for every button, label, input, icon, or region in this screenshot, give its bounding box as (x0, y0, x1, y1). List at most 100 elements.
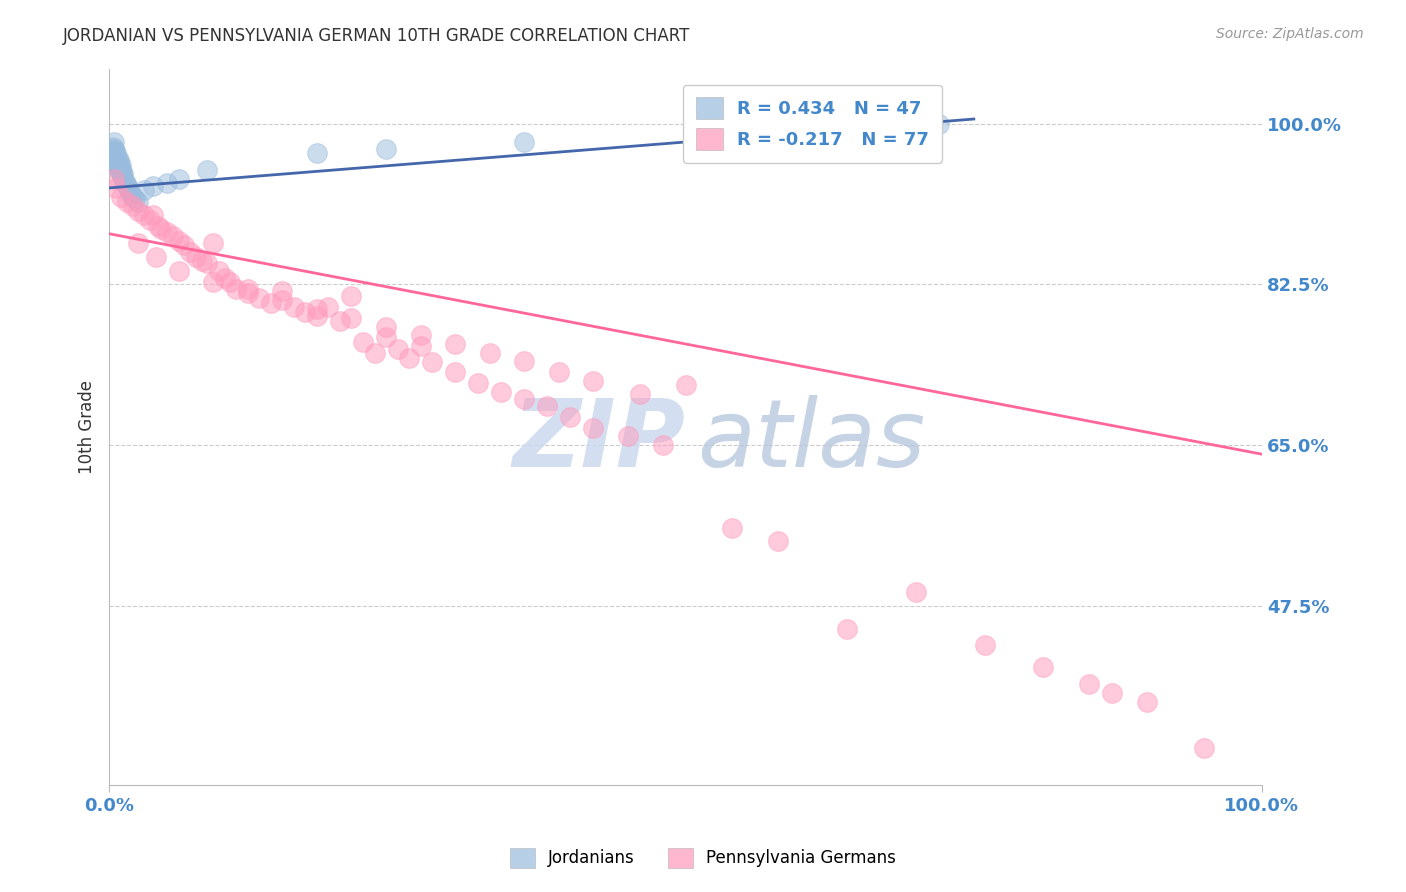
Point (105, 146, 128, 161)
Point (197, 256, 219, 270)
Point (111, 169, 134, 183)
Point (387, 342, 409, 356)
Point (974, 638, 997, 652)
Point (146, 219, 169, 234)
Point (105, 181, 128, 195)
Point (271, 293, 294, 307)
Point (513, 392, 536, 406)
Text: Source: ZipAtlas.com: Source: ZipAtlas.com (1216, 27, 1364, 41)
Point (120, 188, 142, 202)
Point (513, 353, 536, 368)
Point (111, 165, 134, 179)
Point (260, 295, 283, 310)
Point (167, 171, 190, 186)
Point (835, 622, 858, 636)
Point (124, 192, 146, 206)
Point (118, 183, 141, 197)
Point (142, 179, 165, 194)
Point (1078, 677, 1101, 691)
Point (928, 117, 950, 131)
Point (167, 263, 190, 277)
Point (1032, 660, 1054, 674)
Point (105, 151, 128, 165)
Point (112, 171, 135, 186)
Point (117, 181, 139, 195)
Point (127, 203, 149, 218)
Point (105, 155, 128, 169)
Text: JORDANIAN VS PENNSYLVANIA GERMAN 10TH GRADE CORRELATION CHART: JORDANIAN VS PENNSYLVANIA GERMAN 10TH GR… (63, 27, 690, 45)
Point (139, 213, 162, 227)
Point (536, 400, 558, 414)
Point (766, 534, 789, 549)
Point (104, 153, 127, 168)
Point (202, 275, 225, 289)
Point (467, 376, 489, 390)
Point (513, 135, 536, 149)
Point (340, 289, 363, 303)
Point (1136, 695, 1159, 709)
Point (582, 421, 605, 435)
Point (375, 142, 398, 156)
Point (905, 585, 928, 599)
Point (236, 286, 259, 301)
Point (184, 250, 207, 264)
Point (103, 135, 125, 149)
Legend: R = 0.434   N = 47, R = -0.217   N = 77: R = 0.434 N = 47, R = -0.217 N = 77 (683, 85, 942, 163)
Point (628, 387, 651, 401)
Point (548, 365, 571, 379)
Point (675, 378, 697, 392)
Point (560, 410, 582, 425)
Point (103, 146, 125, 161)
Point (219, 275, 242, 289)
Point (132, 209, 155, 223)
Point (150, 222, 173, 236)
Point (145, 250, 167, 264)
Point (110, 162, 132, 177)
Text: atlas: atlas (697, 395, 925, 486)
Point (225, 282, 247, 296)
Point (100, 144, 122, 158)
Point (1194, 741, 1216, 756)
Point (127, 194, 149, 209)
Point (127, 235, 149, 250)
Point (167, 234, 190, 248)
Point (294, 305, 316, 319)
Point (329, 314, 352, 328)
Point (121, 199, 143, 213)
Point (173, 237, 195, 252)
Point (103, 171, 125, 186)
Legend: Jordanians, Pennsylvania Germans: Jordanians, Pennsylvania Germans (503, 841, 903, 875)
Point (120, 186, 142, 200)
Point (420, 355, 443, 369)
Point (142, 209, 165, 223)
Point (114, 176, 136, 190)
Point (352, 335, 374, 350)
Point (115, 194, 138, 209)
Point (409, 327, 432, 342)
Point (156, 225, 179, 239)
Point (375, 329, 398, 343)
Point (121, 190, 143, 204)
Point (305, 310, 328, 324)
Point (271, 284, 294, 298)
Point (107, 156, 129, 170)
Point (103, 142, 125, 156)
Text: ZIP: ZIP (513, 395, 686, 487)
Point (720, 521, 742, 535)
Point (478, 346, 501, 360)
Point (107, 161, 129, 175)
Point (115, 179, 138, 194)
Point (398, 351, 420, 365)
Point (112, 167, 135, 181)
Point (114, 173, 136, 187)
Point (132, 183, 155, 197)
Point (156, 176, 179, 190)
Point (247, 291, 270, 305)
Point (162, 228, 184, 243)
Point (409, 339, 432, 353)
Point (179, 245, 201, 260)
Point (107, 162, 129, 177)
Point (104, 158, 127, 172)
Point (190, 254, 212, 268)
Point (101, 149, 124, 163)
